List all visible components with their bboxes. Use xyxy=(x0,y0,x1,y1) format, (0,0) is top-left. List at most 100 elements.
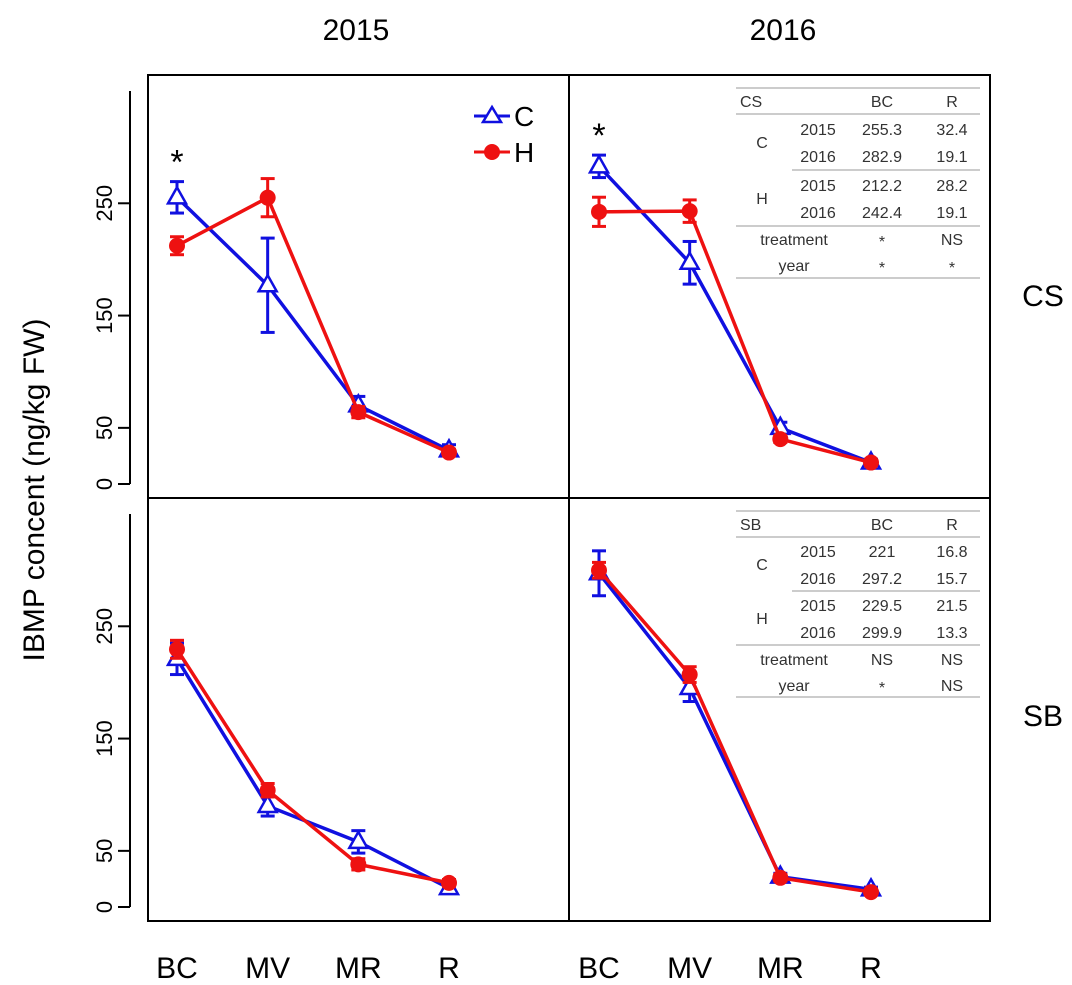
data-point-h xyxy=(772,431,789,448)
series-line-h xyxy=(598,209,872,465)
table-cs-stat-value: * xyxy=(879,260,885,277)
data-point-c xyxy=(256,272,279,293)
data-point-h xyxy=(169,237,185,254)
table-sb-value: 13.3 xyxy=(936,625,967,642)
x-tick-label: MV xyxy=(245,952,290,985)
table-cs-stat-label: year xyxy=(778,258,810,275)
y-axis-label: IBMP concent (ng/kg FW) xyxy=(18,319,51,662)
table-sb-stat-value: NS xyxy=(941,678,963,695)
x-tick-label: MV xyxy=(667,952,712,985)
table-cs-value: 282.9 xyxy=(862,149,902,166)
x-tick-label: BC xyxy=(578,952,620,985)
table-sb-year: 2016 xyxy=(800,625,836,642)
panels: ** xyxy=(165,117,883,901)
data-point-h xyxy=(681,203,698,220)
table-cs-stat-value: * xyxy=(949,260,955,277)
y-tick-label: 0 xyxy=(92,478,117,490)
table-sb-stat-label: year xyxy=(778,678,810,695)
table-cs-value: 19.1 xyxy=(936,205,967,222)
table-sb-year: 2015 xyxy=(800,598,836,615)
data-point-c xyxy=(256,793,279,814)
table-sb-value: 15.7 xyxy=(936,571,967,588)
series-line-c xyxy=(597,572,872,892)
y-tick-label: 0 xyxy=(92,901,117,913)
table-sb-stat-value: NS xyxy=(871,652,893,669)
data-point-h xyxy=(441,874,457,891)
table-cs-group-c: C xyxy=(756,135,768,152)
legend-circle-icon xyxy=(484,144,500,160)
table-sb-value: 299.9 xyxy=(862,625,902,642)
significance-marker: * xyxy=(170,144,183,182)
legend-label-h: H xyxy=(514,137,534,168)
y-tick-label: 50 xyxy=(92,839,117,863)
y-tick-label: 250 xyxy=(92,185,117,222)
table-sb-stat-value: NS xyxy=(941,652,963,669)
data-point-h xyxy=(863,454,879,471)
table-cs-stat-label: treatment xyxy=(760,232,828,249)
row-title-cs: CS xyxy=(1022,280,1064,313)
table-sb-year: 2016 xyxy=(800,571,836,588)
column-title-2015: 2015 xyxy=(323,14,390,47)
data-point-h xyxy=(350,856,367,873)
table-sb-stat-value: * xyxy=(879,680,885,697)
table-sb-year: 2015 xyxy=(800,544,836,561)
series-line-h xyxy=(597,569,872,894)
table-cs-value: 32.4 xyxy=(936,122,967,139)
y-tick-label: 50 xyxy=(92,416,117,440)
stats-table-cs: CS BC R C H 2015 255.3 32.4 2016 282.9 1… xyxy=(736,87,980,279)
table-cs-year: 2015 xyxy=(800,122,836,139)
column-title-2016: 2016 xyxy=(750,14,817,47)
table-sb-value: 297.2 xyxy=(862,571,902,588)
legend: C H xyxy=(474,101,534,168)
table-sb-value: 221 xyxy=(869,544,896,561)
y-tick-label: 150 xyxy=(92,720,117,757)
data-point-h xyxy=(863,884,879,901)
series-line-c xyxy=(175,657,450,890)
x-tick-label: MR xyxy=(335,952,382,985)
significance-marker: * xyxy=(592,117,605,155)
data-point-h xyxy=(169,641,185,658)
data-point-h xyxy=(591,562,607,579)
data-point-c xyxy=(587,153,611,174)
data-point-c xyxy=(165,184,189,205)
series-line-h xyxy=(175,648,450,885)
data-point-h xyxy=(259,189,276,206)
table-cs-corner: CS xyxy=(740,94,762,111)
x-tick-label: R xyxy=(438,952,460,985)
data-point-h xyxy=(772,869,789,886)
table-cs-year: 2016 xyxy=(800,205,836,222)
data-point-c xyxy=(678,250,701,271)
series-line-h xyxy=(176,195,450,455)
x-tick-label: R xyxy=(860,952,882,985)
stats-table-sb: SB BC R C H 2015 221 16.8 2016 297.2 15.… xyxy=(736,510,980,698)
table-cs-header-r: R xyxy=(946,94,958,111)
data-point-h xyxy=(441,444,457,461)
data-point-c xyxy=(347,829,370,850)
series-line-c xyxy=(597,165,872,465)
row-title-sb: SB xyxy=(1023,700,1063,733)
table-cs-year: 2016 xyxy=(800,149,836,166)
table-sb-stat-label: treatment xyxy=(760,652,828,669)
panel-sb-2015 xyxy=(165,638,461,896)
table-sb-group-c: C xyxy=(756,557,768,574)
table-sb-value: 229.5 xyxy=(862,598,902,615)
y-tick-label: 150 xyxy=(92,297,117,334)
table-sb-value: 21.5 xyxy=(936,598,967,615)
series-line-c xyxy=(175,196,450,452)
panel-cs-2016: * xyxy=(587,117,883,471)
table-cs-value: 242.4 xyxy=(862,205,902,222)
legend-triangle-icon xyxy=(480,104,504,124)
data-point-h xyxy=(350,404,367,421)
legend-label-c: C xyxy=(514,101,534,132)
table-cs-stat-value: NS xyxy=(941,232,963,249)
table-cs-stat-value: * xyxy=(879,234,885,251)
table-sb-corner: SB xyxy=(740,517,761,534)
table-sb-group-h: H xyxy=(756,611,768,628)
table-sb-header-r: R xyxy=(946,517,958,534)
data-point-h xyxy=(259,782,276,799)
x-tick-label: MR xyxy=(757,952,804,985)
table-cs-value: 28.2 xyxy=(936,178,967,195)
panel-cs-2015: * xyxy=(165,144,461,461)
axes: 0 50 150 250 0 50 150 250 BC MV MR R BC MV MR R xyxy=(92,91,882,985)
